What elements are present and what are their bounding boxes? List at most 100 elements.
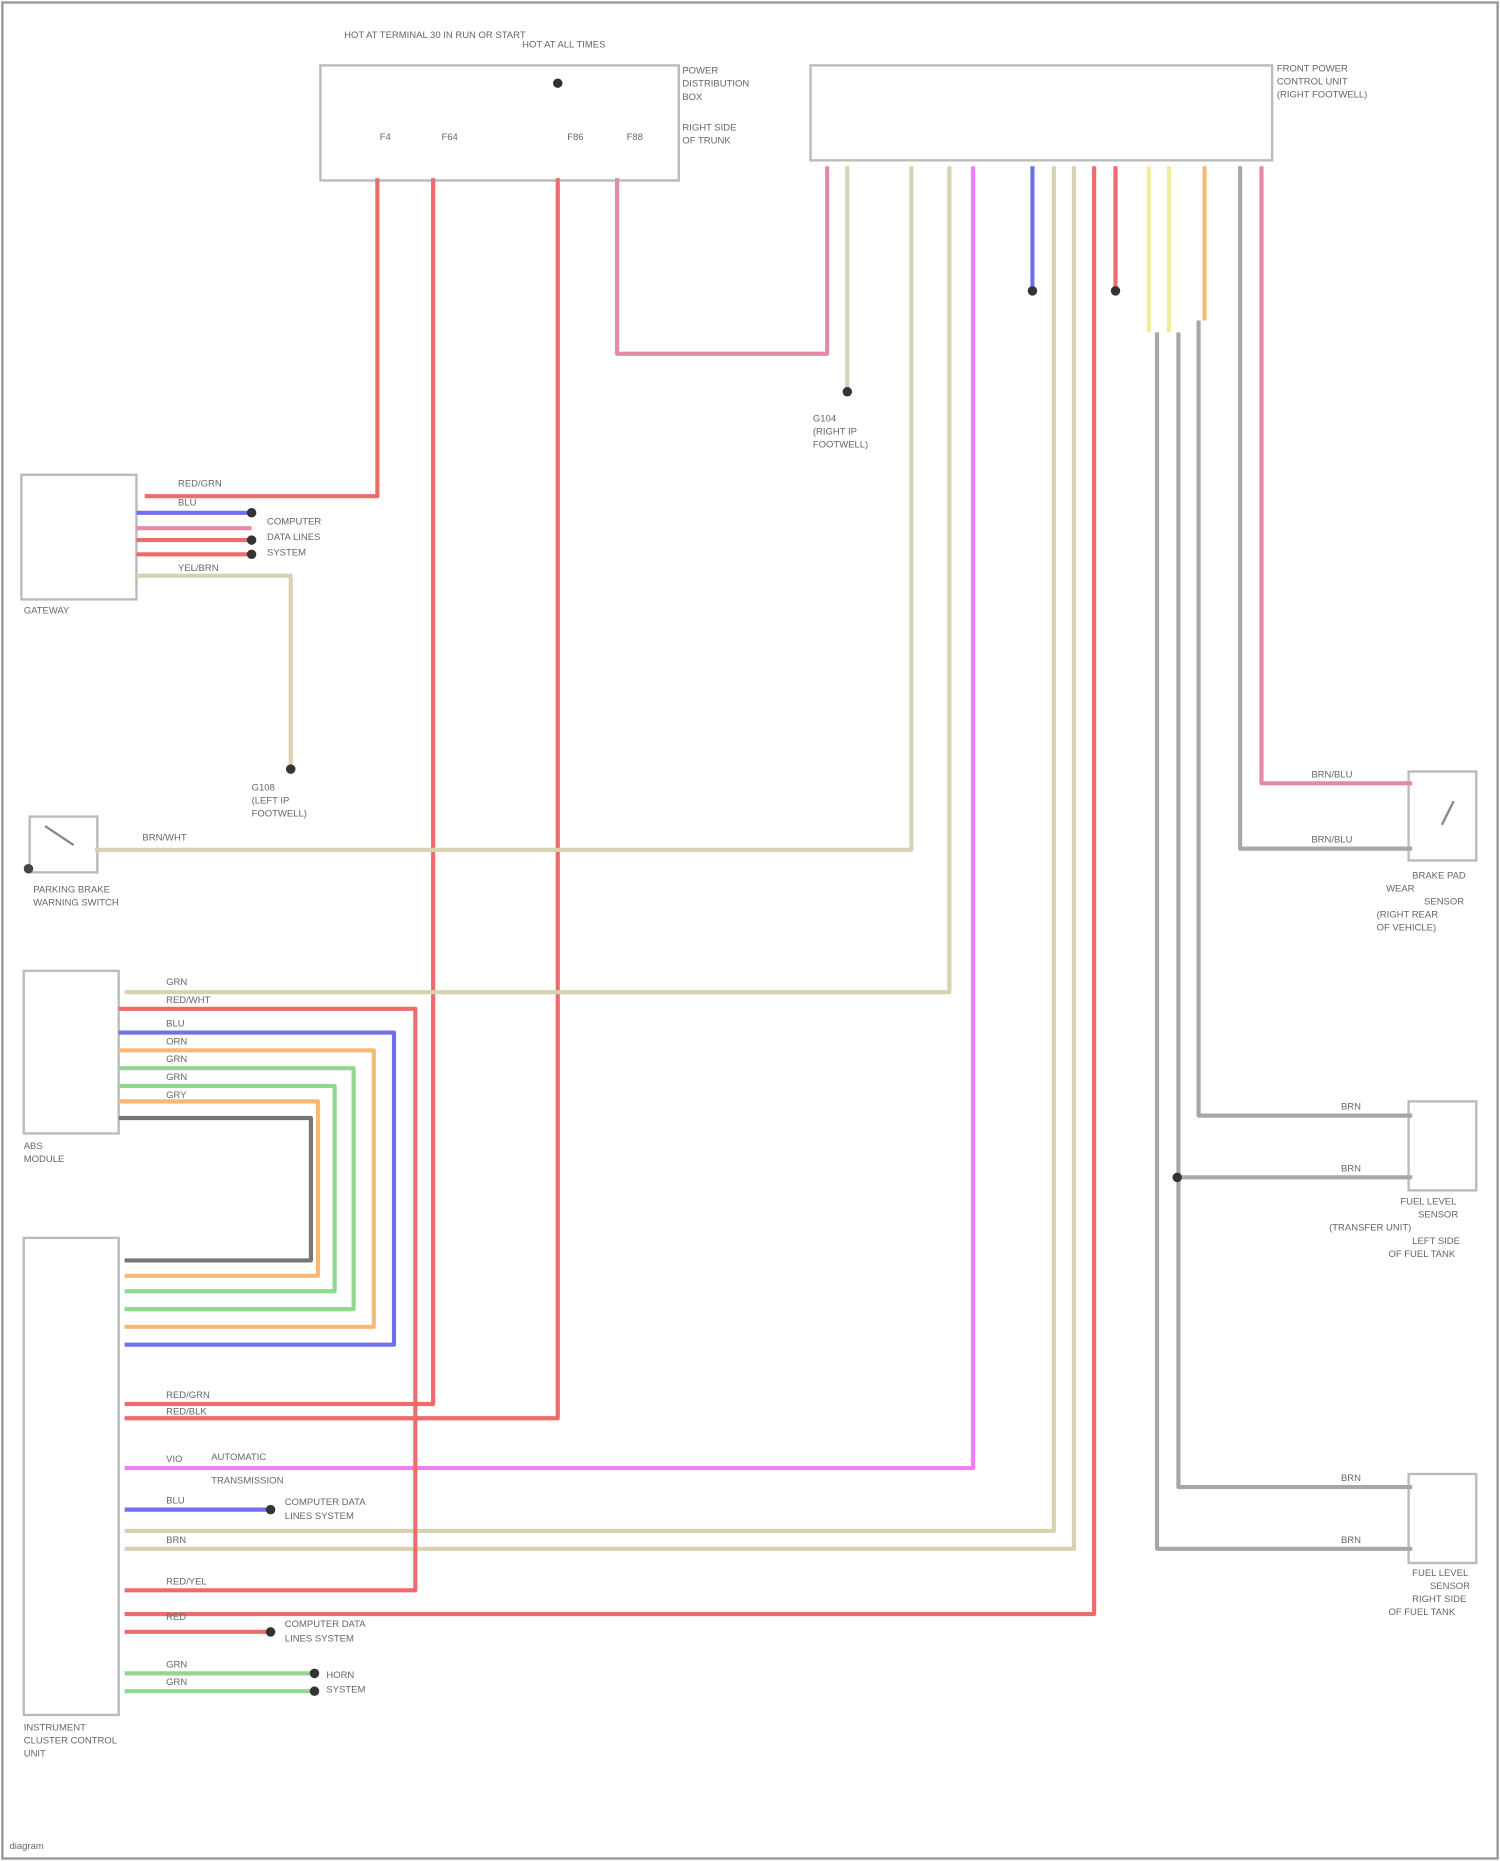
- fuse-label: F86: [567, 132, 583, 143]
- splice-dot: [1027, 286, 1038, 296]
- ground-label: (RIGHT IP: [813, 426, 857, 437]
- wire-label: GRN: [166, 1072, 187, 1083]
- fuel-left-label: (TRANSFER UNIT): [1329, 1223, 1411, 1234]
- dest-label: COMPUTER DATA: [285, 1619, 366, 1630]
- front-module-label: FRONT POWER: [1277, 63, 1348, 74]
- wire: [124, 166, 1056, 1534]
- splice-dot: [553, 78, 563, 88]
- ground-label: FOOTWELL): [252, 809, 307, 820]
- wire-label: BRN: [1341, 1535, 1361, 1546]
- abs-module: ABS MODULE: [22, 969, 120, 1165]
- wire-label: RED/GRN: [166, 1390, 210, 1401]
- wire: [118, 1048, 376, 1329]
- dest-label: SYSTEM: [267, 547, 306, 558]
- wire-label: GRY: [166, 1090, 187, 1101]
- splice-dot: [842, 386, 853, 397]
- fuel-left-label: SENSOR: [1418, 1210, 1458, 1221]
- power-box-label: POWER: [682, 66, 718, 77]
- splice-dot: [265, 1627, 276, 1637]
- wire: [118, 1083, 337, 1294]
- fuel-right-label: RIGHT SIDE: [1412, 1594, 1466, 1605]
- splice-dot: [309, 1668, 320, 1679]
- cluster-label: UNIT: [24, 1748, 46, 1759]
- ground-label: (LEFT IP: [252, 796, 290, 807]
- wires: [94, 78, 1413, 1696]
- splice-dot: [309, 1686, 320, 1696]
- wire: [118, 1030, 397, 1347]
- dest-label: DATA LINES: [267, 532, 320, 543]
- fuel-level-sensor-right: FUEL LEVEL SENSOR RIGHT SIDE OF FUEL TAN…: [1388, 1472, 1478, 1618]
- cluster-label: INSTRUMENT: [24, 1722, 86, 1733]
- wire-label: GRN: [166, 1677, 187, 1688]
- wire: [124, 166, 952, 995]
- fuel-right-label: SENSOR: [1430, 1581, 1470, 1592]
- wire-label: RED/YEL: [166, 1576, 207, 1587]
- ground-label: FOOTWELL): [813, 440, 868, 451]
- brake-sensor-label: OF VEHICLE): [1377, 923, 1437, 934]
- fuel-left-label: FUEL LEVEL: [1400, 1197, 1456, 1208]
- dest-label: COMPUTER: [267, 517, 321, 528]
- fuel-right-label: FUEL LEVEL: [1412, 1568, 1468, 1579]
- splice-dot: [246, 508, 257, 518]
- wire-label: BRN: [1341, 1102, 1361, 1113]
- gateway-module: GATEWAY: [20, 473, 138, 617]
- fuel-left-label: OF FUEL TANK: [1388, 1249, 1455, 1260]
- wire: [136, 573, 293, 770]
- wire-label: BLU: [166, 1019, 185, 1030]
- fuse-label: F88: [627, 132, 643, 143]
- power-box-label: BOX: [682, 92, 703, 103]
- splice-dot: [265, 1504, 276, 1515]
- wire-label: GRN: [166, 977, 187, 988]
- wire-label: RED/BLK: [166, 1407, 207, 1418]
- wire-label: RED: [166, 1612, 186, 1623]
- dest-label: HORN: [326, 1670, 354, 1681]
- wire-label: BRN: [166, 1535, 186, 1546]
- wire: [124, 166, 976, 1471]
- wire-label: VIO: [166, 1454, 182, 1465]
- wire-label: BLU: [178, 498, 197, 509]
- abs-label: MODULE: [24, 1154, 65, 1165]
- wire: [118, 1115, 313, 1263]
- wire: [1154, 332, 1413, 1551]
- wire-label: GRN: [166, 1659, 187, 1670]
- hot-run-label: HOT AT TERMINAL 30 IN RUN OR START: [344, 30, 526, 41]
- power-box-label: RIGHT SIDE: [682, 123, 736, 134]
- wire: [94, 166, 914, 852]
- wire: [124, 178, 560, 1421]
- fuel-level-sensor-left: FUEL LEVEL SENSOR (TRANSFER UNIT) LEFT S…: [1329, 1100, 1478, 1260]
- wire-label: RED/GRN: [178, 479, 222, 490]
- wire-label: YEL/BRN: [178, 563, 219, 574]
- wire: [124, 166, 1097, 1617]
- brake-sensor-label: BRAKE PAD: [1412, 870, 1466, 881]
- wire: [1259, 166, 1413, 786]
- dest-label: LINES SYSTEM: [285, 1511, 354, 1522]
- dest-label: COMPUTER DATA: [285, 1497, 366, 1508]
- front-module-label: (RIGHT FOOTWELL): [1277, 89, 1367, 100]
- wire: [124, 166, 1077, 1551]
- parking-brake-label: WARNING SWITCH: [33, 898, 119, 909]
- power-box-label: OF TRUNK: [682, 136, 731, 147]
- wire: [118, 1099, 321, 1278]
- wire: [615, 166, 830, 356]
- parking-brake-label: PARKING BRAKE: [33, 885, 110, 896]
- wire: [118, 1066, 356, 1312]
- wire: [118, 1006, 418, 1593]
- brake-sensor-label: SENSOR: [1424, 896, 1464, 907]
- wire-label: BRN: [1341, 1163, 1361, 1174]
- wire-label: BRN/WHT: [142, 832, 186, 843]
- abs-label: ABS: [24, 1141, 43, 1152]
- splice-dot: [1110, 286, 1121, 296]
- brake-sensor-label: (RIGHT REAR: [1377, 909, 1439, 920]
- wire: [144, 178, 380, 499]
- fuel-left-label: LEFT SIDE: [1412, 1236, 1460, 1247]
- ground-label: G108: [252, 782, 275, 793]
- wire-label: BRN/BLU: [1311, 769, 1352, 780]
- front-module-label: CONTROL UNIT: [1277, 76, 1348, 87]
- parking-brake-switch: PARKING BRAKE WARNING SWITCH: [23, 815, 119, 909]
- front-control-unit: FRONT POWER CONTROL UNIT (RIGHT FOOTWELL…: [809, 63, 1367, 162]
- brake-pad-sensor: BRAKE PAD WEAR SENSOR (RIGHT REAR OF VEH…: [1377, 770, 1478, 934]
- splice-dot: [1172, 1172, 1182, 1183]
- splice-dot: [285, 764, 296, 774]
